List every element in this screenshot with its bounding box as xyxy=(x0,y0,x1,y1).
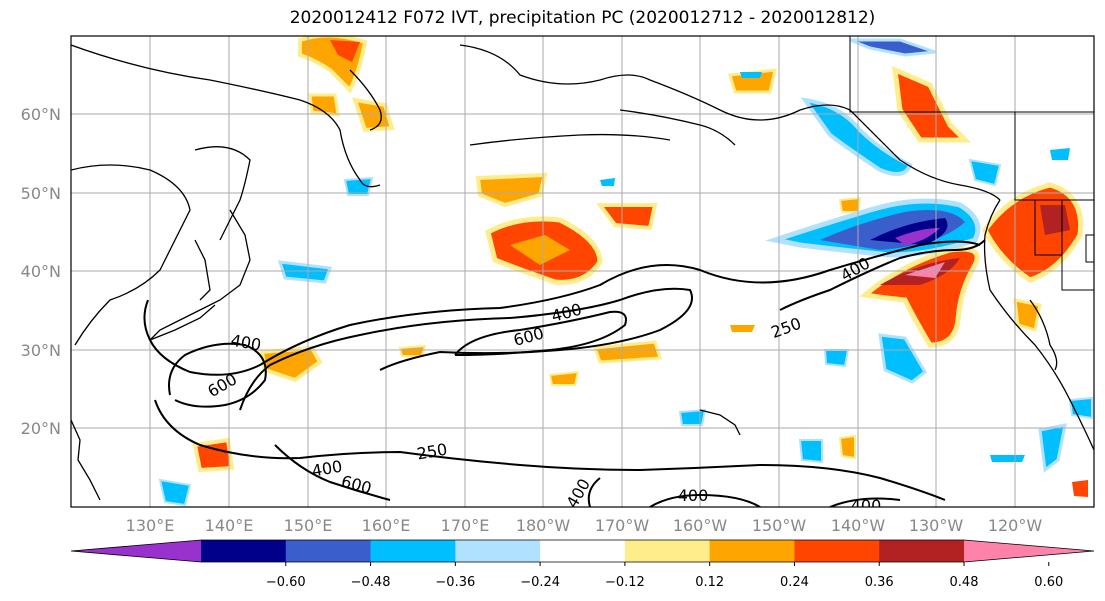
colorbar-tick-label: −0.36 xyxy=(435,575,475,590)
colorbar-segment xyxy=(964,540,1094,562)
colorbar-tick-label: −0.48 xyxy=(351,575,391,590)
precip-positive-areas xyxy=(192,36,1088,497)
lat-label: 60°N xyxy=(21,105,61,124)
colorbar-tick-label: 0.36 xyxy=(865,575,894,590)
lon-label: 160°W xyxy=(673,516,728,535)
lon-label: 170°E xyxy=(441,516,490,535)
latitude-labels: 60°N 50°N 40°N 30°N 20°N xyxy=(21,105,61,438)
coastlines xyxy=(71,44,1094,501)
colorbar-segment xyxy=(879,540,965,562)
colorbar-tick-label: −0.60 xyxy=(266,575,306,590)
political-borders xyxy=(849,36,1094,291)
lon-label: 180°W xyxy=(516,516,571,535)
lon-label: 140°W xyxy=(831,516,886,535)
colorbar-segment xyxy=(540,540,626,562)
lon-label: 150°E xyxy=(284,516,333,535)
lat-label: 30°N xyxy=(21,341,61,360)
lon-label: 160°E xyxy=(362,516,411,535)
colorbar-tick-label: 0.24 xyxy=(780,575,809,590)
colorbar: −0.60 −0.48 −0.36 −0.24 −0.12 0.12 0.24 0.36 0.4… xyxy=(70,539,1095,590)
colorbar-segment xyxy=(201,540,287,562)
colorbar-segment xyxy=(624,540,711,562)
lon-label: 140°E xyxy=(205,516,254,535)
precip-negative-areas xyxy=(158,38,1093,507)
colorbar-segment xyxy=(285,540,372,562)
ivt-contours xyxy=(143,239,986,507)
lat-label: 50°N xyxy=(21,184,61,203)
colorbar-segment xyxy=(455,540,541,562)
lon-label: 170°W xyxy=(595,516,650,535)
colorbar-segment xyxy=(794,540,880,562)
lon-label: 150°W xyxy=(752,516,807,535)
graticule xyxy=(71,36,1094,507)
map-frame xyxy=(70,35,1095,508)
longitude-labels: 130°E 140°E 150°E 160°E 170°E 180°W 170°… xyxy=(126,516,1043,535)
colorbar-tick-label: −0.12 xyxy=(605,575,645,590)
contour-label: 400 xyxy=(678,486,709,505)
colorbar-tick-label: 0.12 xyxy=(695,575,724,590)
colorbar-tick-label: 0.60 xyxy=(1034,575,1063,590)
colorbar-segment xyxy=(709,540,795,562)
lat-label: 40°N xyxy=(21,262,61,281)
colorbar-tick-label: −0.24 xyxy=(520,575,560,590)
colorbar-segment xyxy=(71,540,201,562)
lon-label: 130°W xyxy=(909,516,964,535)
lon-label: 120°W xyxy=(988,516,1043,535)
chart-title: 2020012412 F072 IVT, precipitation PC (2… xyxy=(289,8,876,28)
lon-label: 130°E xyxy=(126,516,175,535)
colorbar-segment xyxy=(370,540,456,562)
lat-label: 20°N xyxy=(21,419,61,438)
contour-label: 400 xyxy=(851,496,882,515)
title-area: 2020012412 F072 IVT, precipitation PC (2… xyxy=(0,0,1105,34)
colorbar-tick-label: 0.48 xyxy=(950,575,979,590)
colorbar-outline xyxy=(70,539,1095,563)
